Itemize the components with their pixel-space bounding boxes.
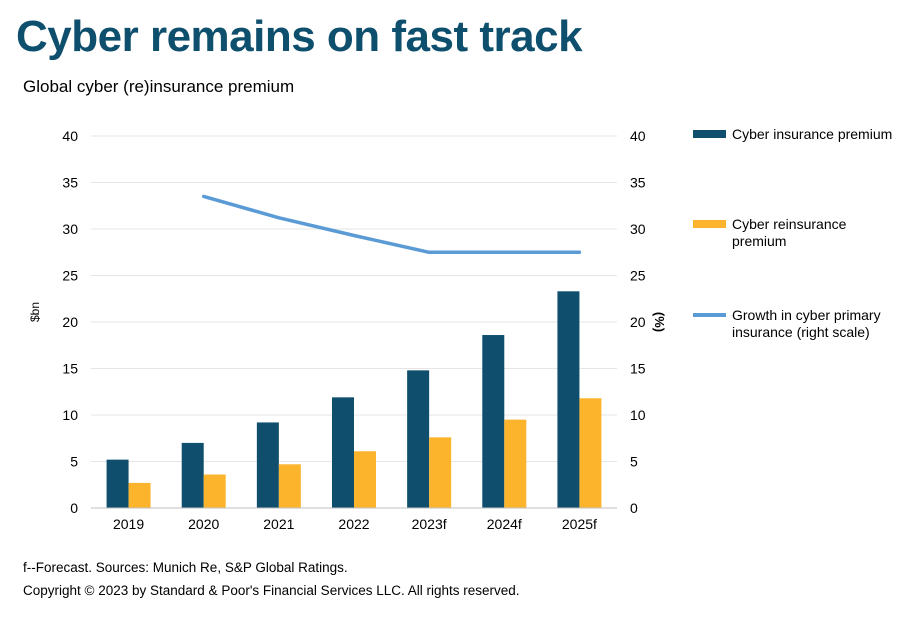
y-tick-label: 15 bbox=[62, 361, 78, 377]
bar-reinsurance bbox=[203, 474, 226, 508]
bar-reinsurance bbox=[278, 464, 301, 508]
bar-insurance bbox=[256, 422, 279, 508]
footnote-copyright: Copyright © 2023 by Standard & Poor's Fi… bbox=[23, 583, 520, 598]
x-tick-label: 2021 bbox=[263, 516, 294, 532]
bar-insurance bbox=[407, 370, 430, 508]
legend-label-insurance: Cyber insurance premium bbox=[732, 126, 893, 142]
y-right-tick-label: 0 bbox=[630, 500, 638, 516]
y-right-tick-label: 10 bbox=[630, 407, 646, 423]
y-tick-label: 40 bbox=[62, 128, 78, 144]
bar-insurance bbox=[181, 442, 204, 508]
x-tick-label: 2020 bbox=[188, 516, 219, 532]
y-right-tick-label: 20 bbox=[630, 314, 646, 330]
bar-reinsurance bbox=[354, 451, 376, 508]
x-tick-label: 2019 bbox=[113, 516, 144, 532]
y-tick-label: 25 bbox=[62, 268, 78, 284]
x-tick-label: 2024f bbox=[487, 516, 522, 532]
y-right-tick-label: 35 bbox=[630, 175, 646, 191]
legend-swatch-reinsurance bbox=[693, 220, 726, 228]
y-right-tick-label: 25 bbox=[630, 268, 646, 284]
legend-label-reinsurance: Cyber reinsurance premium bbox=[732, 216, 847, 249]
legend-swatch-growth bbox=[693, 313, 726, 317]
bar-reinsurance bbox=[128, 482, 151, 508]
bar-insurance bbox=[332, 397, 354, 508]
y-tick-label: 0 bbox=[70, 500, 78, 516]
y-right-axis-title: (%) bbox=[652, 312, 667, 332]
bar-insurance bbox=[106, 459, 129, 508]
y-right-tick-label: 15 bbox=[630, 361, 646, 377]
legend-swatch-insurance bbox=[693, 130, 726, 138]
y-tick-label: 5 bbox=[70, 454, 78, 470]
x-tick-label: 2025f bbox=[562, 516, 597, 532]
footnote-sources: f--Forecast. Sources: Munich Re, S&P Glo… bbox=[23, 560, 348, 575]
chart-subtitle: Global cyber (re)insurance premium bbox=[23, 77, 295, 96]
bar-marks bbox=[106, 291, 602, 508]
y-axis-title: $bn bbox=[28, 302, 42, 322]
line-growth bbox=[201, 194, 582, 255]
bar-reinsurance bbox=[579, 398, 602, 508]
legend-label-growth: Growth in cyber primary insurance (right… bbox=[732, 307, 881, 340]
y-tick-label: 10 bbox=[62, 407, 78, 423]
y-right-tick-label: 5 bbox=[630, 454, 638, 470]
x-tick-label: 2023f bbox=[412, 516, 447, 532]
bar-insurance bbox=[557, 291, 580, 508]
y-right-tick-label: 40 bbox=[630, 128, 646, 144]
line-marks bbox=[201, 194, 582, 255]
bar-reinsurance bbox=[504, 419, 527, 508]
x-tick-label: 2022 bbox=[338, 516, 369, 532]
chart-title: Cyber remains on fast track bbox=[16, 12, 583, 61]
y-tick-label: 35 bbox=[62, 175, 78, 191]
y-right-tick-label: 30 bbox=[630, 221, 646, 237]
y-tick-label: 20 bbox=[62, 314, 78, 330]
y-tick-label: 30 bbox=[62, 221, 78, 237]
bar-insurance bbox=[482, 335, 505, 508]
bar-reinsurance bbox=[429, 437, 452, 508]
